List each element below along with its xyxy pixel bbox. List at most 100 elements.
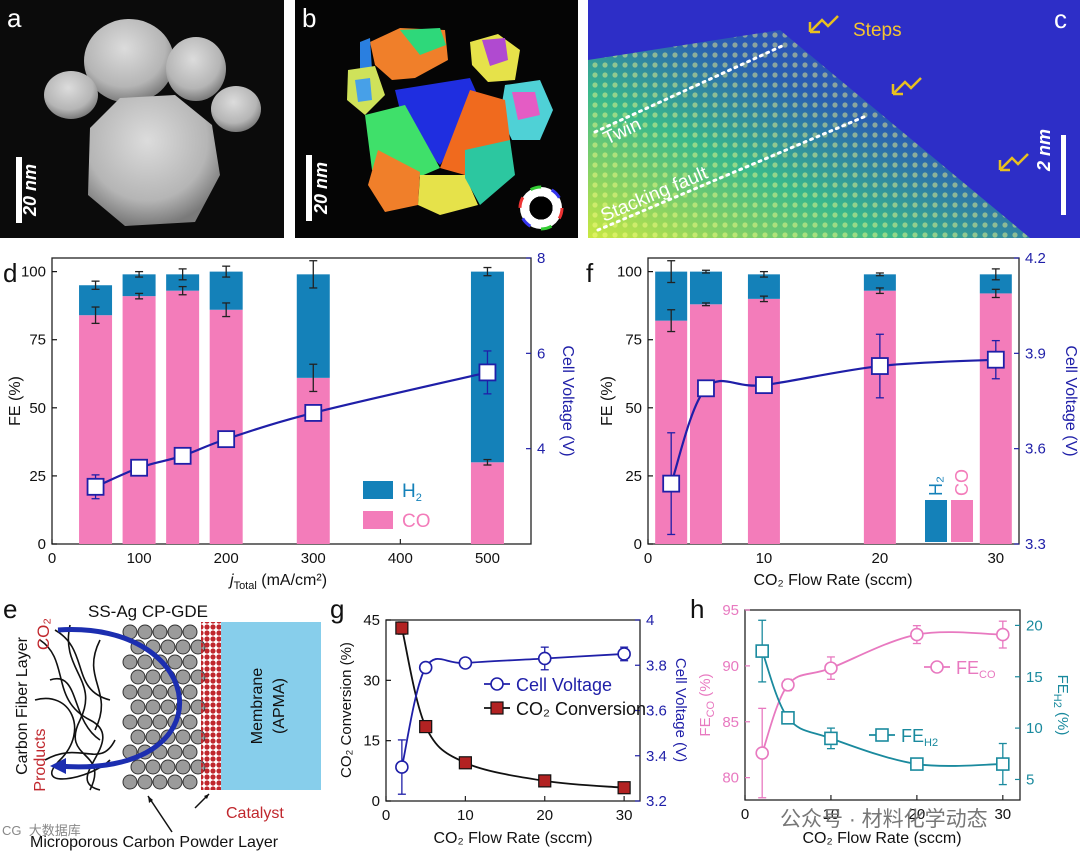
fe-h2-point: [996, 757, 1010, 771]
voltage-point: [870, 357, 889, 375]
x-tick-label: 0: [382, 807, 390, 824]
x-tick-label: 500: [475, 550, 500, 567]
voltage-point: [86, 477, 105, 496]
scale-bar-label: 2 nm: [1034, 129, 1054, 172]
x-tick-label: 300: [301, 550, 326, 567]
fiber: [39, 639, 104, 791]
fe-h2-point: [781, 711, 795, 725]
y2-tick-label: 3.4: [646, 748, 667, 765]
bar-co: [689, 304, 722, 544]
carbon-particle: [137, 774, 153, 790]
carbon-particle: [167, 774, 183, 790]
x-tick-label: 30: [994, 806, 1011, 823]
chart-d: 0 100 200 300 400 500 0 25 50 75 100 4 6 8 FE (%) Cell …: [7, 250, 576, 592]
y-tick-label: 0: [372, 793, 380, 810]
pointer-arrow: [147, 795, 173, 833]
twin-line: [593, 44, 784, 134]
carbon-particle: [160, 639, 176, 655]
bar-co: [747, 298, 780, 544]
y2-tick-label: 4: [646, 612, 654, 629]
catalyst-layer: [201, 622, 221, 790]
y2-tick-label: 3.6: [646, 703, 667, 720]
y-axis-label: CO₂ Conversion (%): [338, 642, 355, 778]
legend-label-fe-h2: FEH2: [901, 726, 938, 749]
bar-h2: [747, 274, 780, 299]
atom-columns: [588, 30, 1030, 238]
x-tick-label: 20: [536, 807, 553, 824]
legend-marker-conversion: [490, 701, 504, 715]
y-tick-label: 75: [29, 332, 46, 349]
membrane-sublabel: (APMA): [271, 678, 288, 734]
panel-f: f 0 10 20 30 0 25 50 75 100 3.3 3.6 3.9 4.2 FE (%) Cel…: [586, 250, 1079, 589]
y-axis-label: FE (%): [7, 376, 24, 426]
x-axis-label: CO₂ Flow Rate (sccm): [802, 830, 961, 847]
carbon-particle: [175, 669, 191, 685]
grain: [465, 140, 515, 205]
y2-tick-label: 3.9: [1025, 345, 1046, 362]
panel-h: h 0 10 20 30 80 85 90 95 5 10 15 20 FECO (%) FEH2 (%)…: [690, 594, 1071, 847]
carbon-particle: [130, 759, 146, 775]
fe-co-point: [910, 627, 924, 642]
y-tick-label: 50: [29, 400, 46, 417]
voltage-point: [304, 404, 323, 422]
x-tick-label: 200: [214, 550, 239, 567]
carbon-particle: [167, 654, 183, 670]
panel-label: h: [690, 594, 704, 624]
y2-tick-label: 4: [537, 441, 545, 458]
carbon-particle: [145, 729, 161, 745]
voltage-point: [755, 376, 773, 395]
membrane-label: Membrane: [249, 668, 266, 745]
panel-label: f: [586, 258, 594, 288]
fe-co-point: [824, 661, 838, 675]
fe-h2-point: [824, 731, 838, 746]
legend-marker-voltage: [490, 677, 504, 691]
x-tick-label: 30: [987, 550, 1004, 567]
x-tick-label: 30: [616, 807, 633, 824]
carbon-particle: [137, 654, 153, 670]
panel-label: b: [302, 3, 316, 33]
y-tick-label: 30: [363, 672, 380, 689]
legend-label-conversion: CO₂ Conversion: [516, 699, 646, 719]
flow-path-arrow: [57, 627, 183, 770]
legend-label-h2: H₂: [926, 476, 946, 496]
voltage-point: [418, 660, 433, 675]
y-tick-label: 80: [722, 770, 739, 787]
bar-h2: [979, 274, 1012, 294]
carbon-particle: [137, 624, 153, 640]
legend-label-h2: H2: [402, 481, 422, 504]
bar-h2: [863, 274, 896, 291]
x-tick-label: 10: [756, 550, 773, 567]
legend-label-co: CO: [952, 469, 972, 496]
y2-tick-label: 3.2: [646, 793, 667, 810]
carbon-particle: [122, 684, 138, 700]
carbon-particle: [175, 639, 191, 655]
grain: [368, 150, 420, 212]
y-tick-label: 25: [29, 468, 46, 485]
fiber: [54, 629, 111, 701]
carbon-particle: [182, 774, 198, 790]
y-tick-label: 0: [634, 536, 642, 553]
carbon-particle: [130, 669, 146, 685]
grain: [400, 28, 446, 55]
grain: [512, 92, 540, 120]
legend-swatch-co: [951, 500, 973, 542]
grain: [440, 90, 510, 175]
nanoparticle: [88, 95, 220, 226]
fiber: [34, 697, 111, 780]
carbon-fiber-layer-label: Carbon Fiber Layer: [14, 636, 31, 775]
fiber: [49, 677, 101, 741]
carbon-particle: [182, 684, 198, 700]
legend-marker-fe-co: [930, 660, 944, 674]
grain: [355, 78, 372, 102]
conversion-point: [617, 781, 631, 795]
scale-bar: [16, 157, 22, 223]
y2-axis-label: Cell Voltage (V): [1062, 345, 1079, 456]
panel-label: a: [7, 3, 22, 33]
y2-axis-label: Cell Voltage (V): [672, 658, 689, 762]
legend-swatch-h2: [925, 500, 947, 542]
carbon-particle: [182, 744, 198, 760]
voltage-point: [478, 363, 497, 382]
y2-tick-label: 3.8: [646, 657, 667, 674]
grain: [395, 78, 482, 165]
scale-bar-label: 20 nm: [20, 164, 40, 217]
